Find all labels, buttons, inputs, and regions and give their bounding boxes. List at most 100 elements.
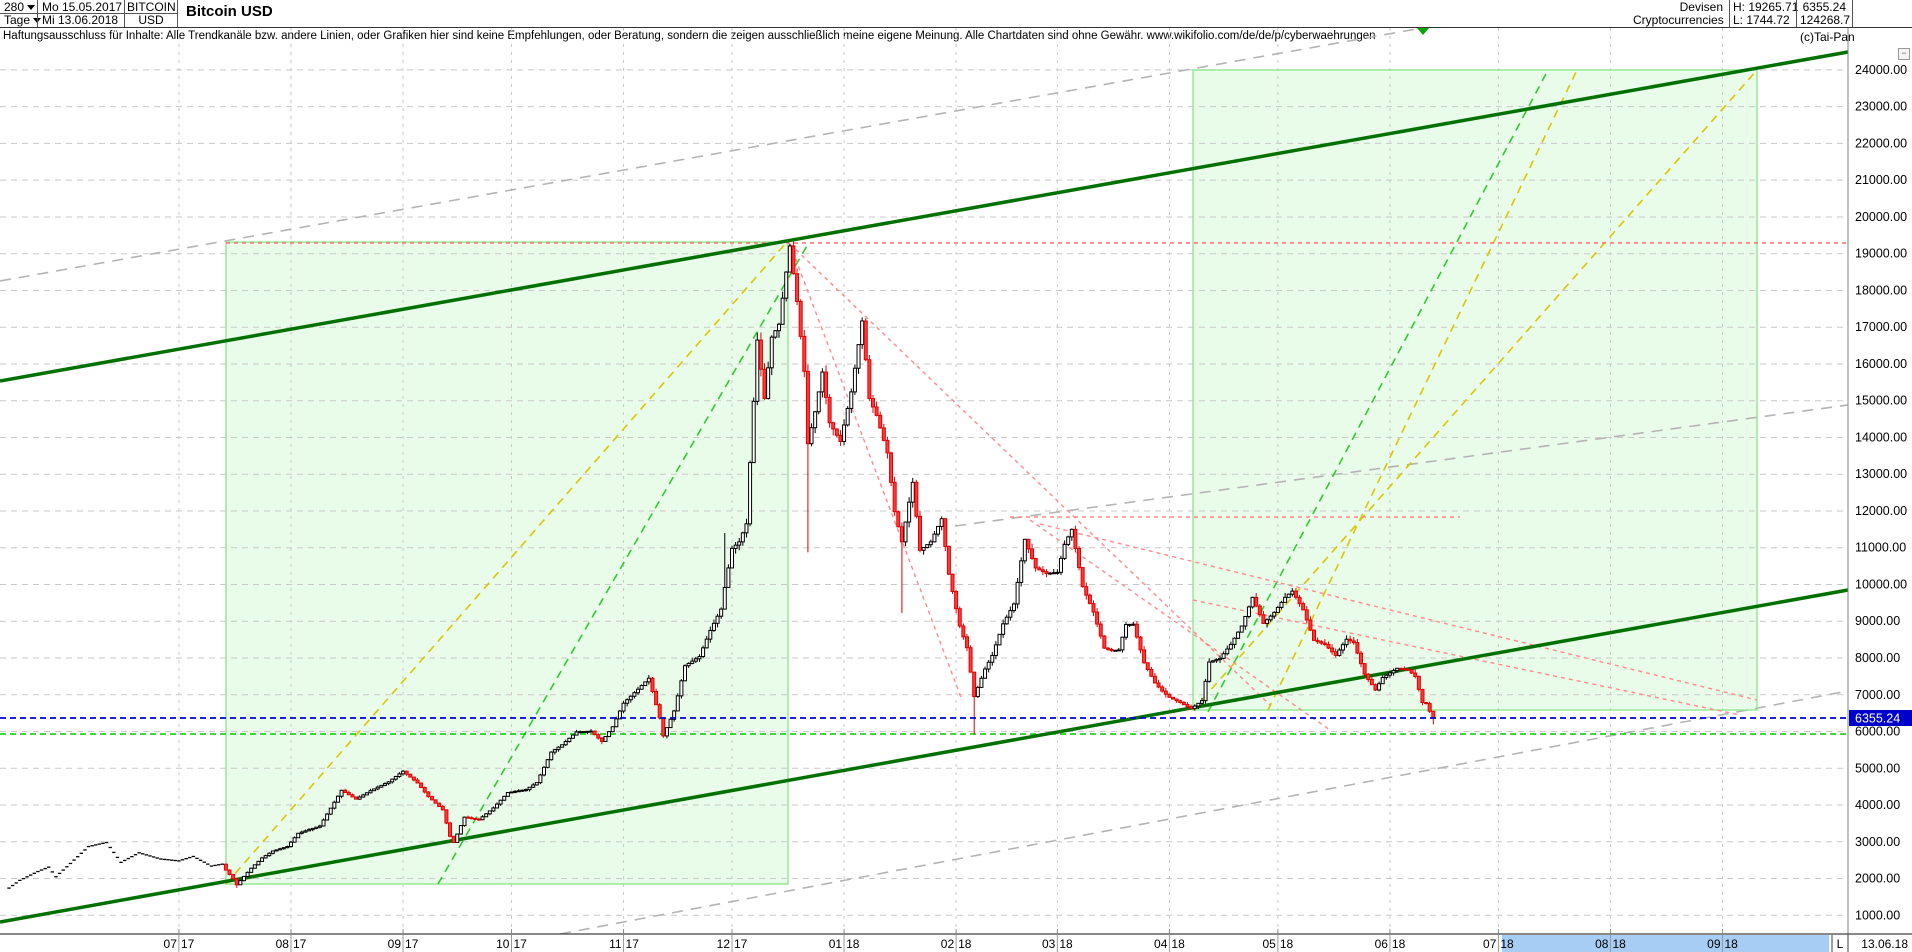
candle-body — [1387, 672, 1392, 676]
price-axis-label: 1000.00 — [1855, 908, 1900, 922]
year-label: 17 — [181, 937, 195, 951]
candle-body — [852, 367, 857, 393]
candle-body — [1395, 667, 1400, 672]
candle-body — [578, 731, 583, 734]
candle-body — [972, 671, 977, 698]
candle-body — [621, 702, 626, 712]
candle-body — [437, 802, 442, 807]
candle-body — [603, 736, 608, 742]
candle-body — [1178, 700, 1183, 703]
candle-body — [1203, 680, 1208, 702]
candle-body — [1304, 609, 1309, 621]
candle-body — [1359, 652, 1364, 665]
year-label: 18 — [1280, 937, 1294, 951]
candle-body — [386, 781, 391, 785]
year-label: 18 — [1612, 937, 1626, 951]
candle-body — [404, 770, 409, 775]
candle-body — [1214, 659, 1219, 662]
month-label: 05 — [1263, 937, 1277, 951]
symbol-label: BITCOIN — [127, 0, 176, 14]
candle-body — [1362, 663, 1367, 675]
candle-body — [1380, 676, 1385, 685]
candle-body — [466, 816, 471, 819]
candle-body — [260, 857, 265, 862]
candle-body — [668, 718, 673, 729]
date-to-field[interactable]: Mi 13.06.2018 — [42, 13, 119, 27]
candle-body — [513, 790, 518, 793]
candle-body — [813, 411, 818, 429]
price-axis-label: 2000.00 — [1855, 872, 1900, 886]
candle-body — [1069, 528, 1074, 538]
candle-body — [249, 867, 254, 873]
candle-body — [979, 677, 984, 688]
candle-body — [484, 813, 489, 818]
candle-body — [1308, 619, 1313, 631]
candle-body — [787, 245, 792, 273]
minus-box-icon[interactable]: − — [1898, 48, 1910, 60]
candle-body — [1189, 706, 1194, 710]
candle-body — [983, 668, 988, 679]
year-label: 18 — [846, 937, 860, 951]
candle-body — [462, 816, 467, 827]
candle-body — [1265, 619, 1270, 624]
candle-body — [878, 414, 883, 429]
candle-body — [252, 864, 257, 869]
candle-body — [632, 692, 637, 697]
candle-body — [986, 661, 991, 670]
candle-body — [784, 271, 789, 299]
candle-body — [440, 805, 445, 811]
candle-body — [964, 636, 969, 649]
candle-body — [805, 370, 810, 445]
candle-body — [1055, 571, 1060, 574]
candle-body — [881, 427, 886, 441]
gray-trend-line — [559, 690, 1849, 935]
candle-body — [1033, 557, 1038, 569]
candle-body — [831, 422, 836, 430]
candle-body — [1095, 611, 1100, 625]
candle-body — [748, 462, 753, 525]
yellow-wedge-line — [1267, 69, 1578, 711]
candle-body — [1293, 590, 1298, 598]
candle-body — [744, 523, 749, 534]
candle-body — [531, 784, 536, 788]
gray-trend-line — [0, 27, 1423, 282]
candle-body — [809, 427, 814, 445]
candle-body — [842, 424, 847, 443]
price-axis-label: 4000.00 — [1855, 798, 1900, 812]
candle-body — [686, 662, 691, 667]
candle-body — [1004, 616, 1009, 625]
candle-body — [1113, 649, 1118, 652]
candle-body — [997, 633, 1002, 646]
candle-body — [910, 481, 915, 503]
month-label: 02 — [941, 937, 955, 951]
candle-body — [310, 827, 315, 831]
candle-body — [639, 685, 644, 690]
candle-body — [281, 847, 286, 850]
candle-body — [317, 825, 322, 828]
candle-body — [1040, 569, 1045, 573]
candle-body — [1163, 690, 1168, 695]
candle-body — [397, 773, 402, 778]
candle-body — [1037, 567, 1042, 571]
candle-body — [357, 796, 362, 800]
candle-body — [433, 799, 438, 804]
candle-body — [975, 686, 980, 698]
channel-line — [0, 588, 1849, 924]
bars-count-dropdown[interactable]: 280 — [4, 1, 36, 14]
candle-body — [780, 297, 785, 325]
price-axis-label: 3000.00 — [1855, 835, 1900, 849]
candle-body — [1066, 536, 1071, 545]
candle-body — [1116, 649, 1121, 652]
candle-body — [1344, 638, 1349, 646]
candle-body — [957, 608, 962, 627]
candle-body — [610, 726, 615, 733]
candle-body — [523, 789, 528, 792]
date-from-field[interactable]: Mo 15.05.2017 — [42, 0, 123, 14]
candle-body — [1077, 547, 1082, 569]
candle-body — [950, 573, 955, 592]
candle-body — [914, 481, 919, 517]
price-axis-label: 14000.00 — [1855, 430, 1907, 444]
candle-body — [733, 544, 738, 549]
